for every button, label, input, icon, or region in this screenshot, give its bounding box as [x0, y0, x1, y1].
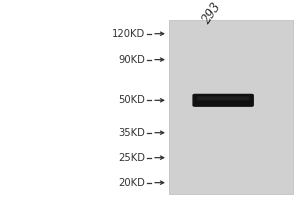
- Text: 120KD: 120KD: [112, 29, 146, 39]
- Text: 25KD: 25KD: [118, 153, 146, 163]
- FancyBboxPatch shape: [192, 94, 254, 107]
- Text: 20KD: 20KD: [118, 178, 146, 188]
- Text: 90KD: 90KD: [118, 55, 146, 65]
- Bar: [169, 20, 293, 194]
- FancyBboxPatch shape: [197, 96, 249, 100]
- Text: 293: 293: [200, 1, 223, 27]
- Text: 50KD: 50KD: [118, 95, 146, 105]
- Text: 35KD: 35KD: [118, 128, 146, 138]
